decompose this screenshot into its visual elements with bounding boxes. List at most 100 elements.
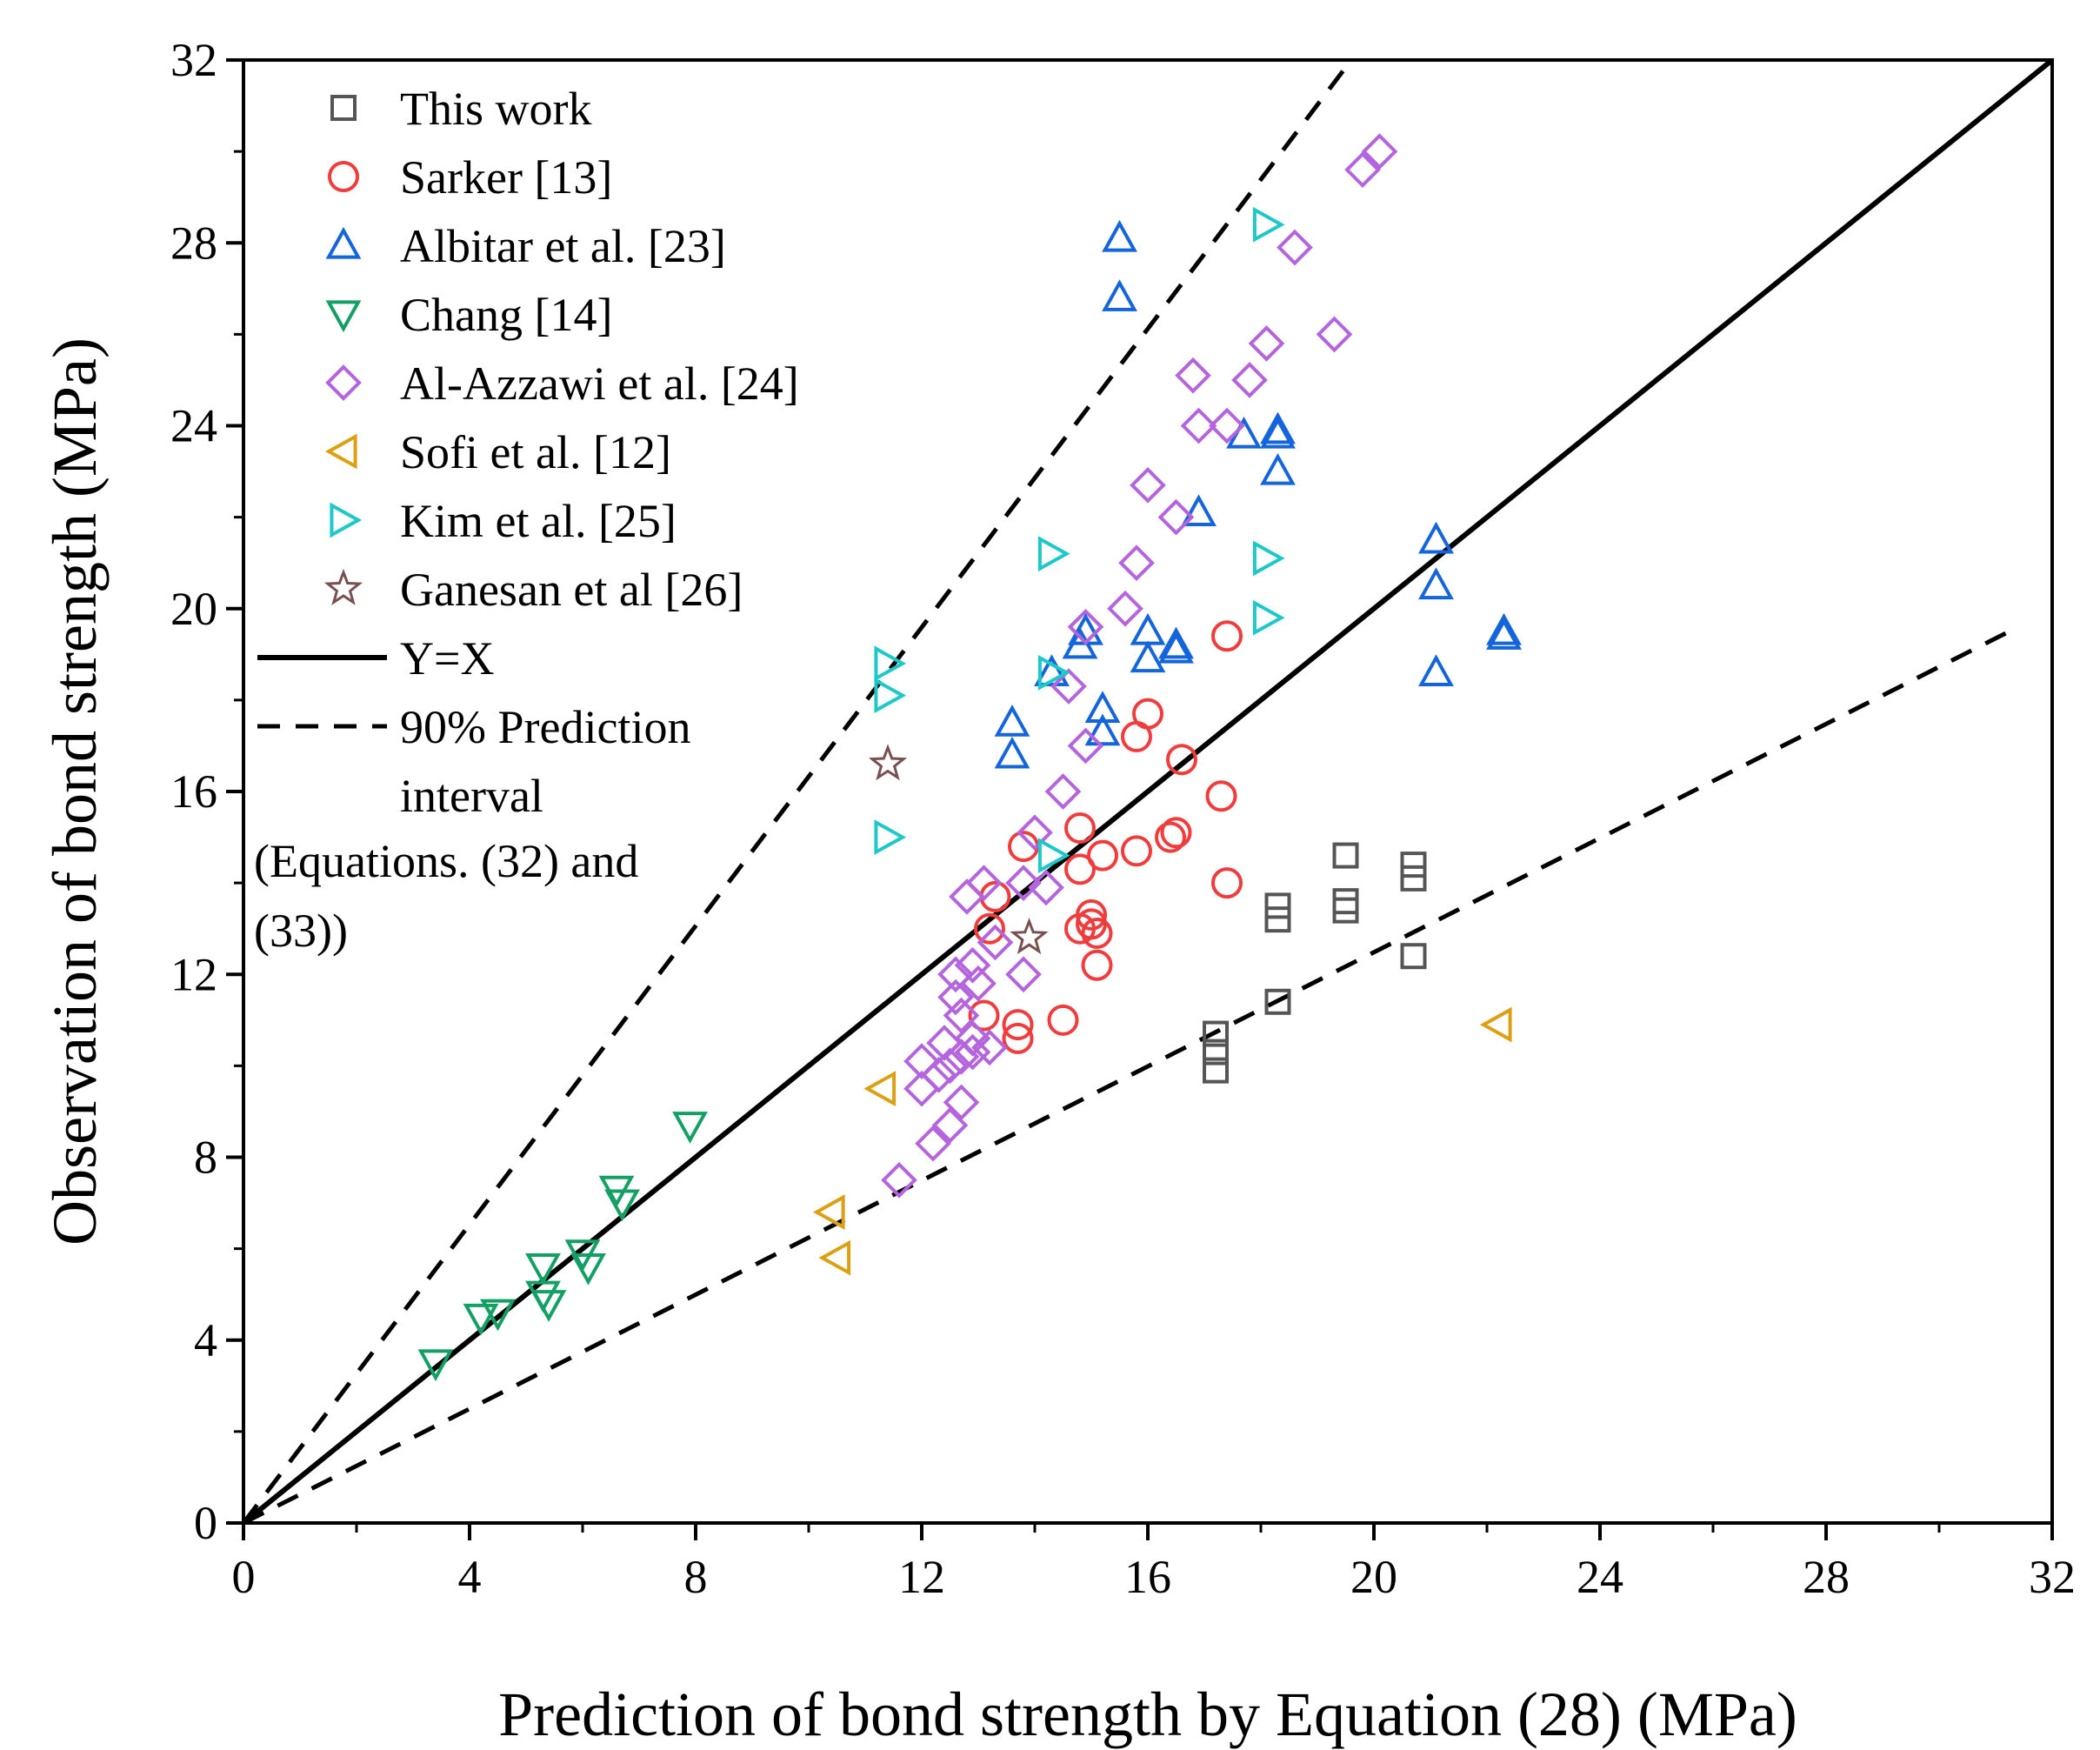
data-point xyxy=(1155,821,1186,853)
data-point xyxy=(1203,1020,1229,1047)
data-point xyxy=(1260,416,1296,449)
data-point xyxy=(1130,612,1166,645)
x-tick-label: 0 xyxy=(232,1551,256,1603)
data-point xyxy=(1264,988,1291,1015)
data-point xyxy=(968,999,1000,1032)
data-point xyxy=(1081,917,1113,949)
data-point xyxy=(1028,869,1064,906)
data-point xyxy=(1400,865,1427,892)
data-point xyxy=(1211,620,1243,652)
legend-label: This work xyxy=(400,83,591,135)
data-point xyxy=(1203,1039,1229,1065)
prediction-interval-line xyxy=(243,625,2020,1523)
data-point xyxy=(1344,151,1381,188)
x-tick-label: 24 xyxy=(1577,1551,1623,1603)
data-point xyxy=(903,1043,940,1079)
data-point xyxy=(954,1033,991,1071)
data-point xyxy=(863,1071,897,1107)
data-point xyxy=(672,1112,708,1144)
data-point xyxy=(926,1025,963,1061)
data-point xyxy=(1064,812,1096,845)
data-point xyxy=(525,1253,561,1286)
data-point xyxy=(1332,888,1359,915)
y-tick-label: 0 xyxy=(194,1497,217,1549)
data-point xyxy=(1067,608,1104,645)
data-point xyxy=(1084,713,1121,746)
legend-label: Albitar et al. [23] xyxy=(400,220,726,272)
data-point xyxy=(480,1299,516,1332)
data-point xyxy=(1081,949,1113,981)
series-al-azzawi-et-al-24 xyxy=(881,133,1398,1199)
x-tick-label: 16 xyxy=(1124,1551,1171,1603)
data-point xyxy=(1252,599,1285,636)
data-point xyxy=(1010,917,1049,955)
data-point xyxy=(1252,206,1285,243)
series-chang-14 xyxy=(417,1112,708,1382)
data-point xyxy=(1158,626,1194,659)
data-point xyxy=(1316,316,1353,353)
data-point xyxy=(1034,654,1070,686)
data-point xyxy=(1205,780,1237,812)
y-tick-label: 8 xyxy=(194,1132,217,1184)
data-point xyxy=(1180,407,1217,444)
data-point xyxy=(1418,521,1454,554)
data-point xyxy=(1044,773,1082,810)
data-point xyxy=(1037,536,1070,572)
data-point xyxy=(1252,540,1285,577)
data-point xyxy=(417,1349,454,1382)
data-point xyxy=(1064,853,1096,885)
data-point xyxy=(1400,852,1427,878)
data-point xyxy=(570,1253,606,1286)
data-point xyxy=(1158,631,1194,664)
y-tick-label: 12 xyxy=(170,948,217,1000)
axis-ticks: 0 4 8 12 16 20 24 28 32 0 4 8 12 16 20 24 28 32 xyxy=(170,34,2076,1603)
legend-label: Kim et al. [25] xyxy=(400,495,677,547)
data-point xyxy=(604,1189,640,1222)
legend-label: 90% Prediction xyxy=(400,701,690,753)
legend-item: Albitar et al. [23] xyxy=(325,220,726,272)
legend-marker xyxy=(325,300,362,333)
legend-marker xyxy=(325,364,362,401)
series-sofi-et-al-12 xyxy=(812,1006,1512,1276)
y-tick-label: 20 xyxy=(170,583,217,635)
data-point xyxy=(994,705,1030,737)
data-point xyxy=(954,1020,991,1057)
data-point xyxy=(1277,229,1313,266)
series-sarker-13 xyxy=(968,620,1243,1054)
data-point xyxy=(949,878,985,915)
legend-item: This work xyxy=(330,83,591,135)
data-point xyxy=(874,678,907,714)
data-point xyxy=(1332,842,1359,869)
data-point xyxy=(1264,892,1291,919)
data-point xyxy=(1130,467,1166,504)
data-point xyxy=(1107,590,1143,627)
x-axis-title: Prediction of bond strength by Equation … xyxy=(498,1680,1797,1749)
data-point xyxy=(1211,867,1243,899)
series-ganesan-et-al-26 xyxy=(868,744,1049,955)
data-points xyxy=(417,133,1522,1382)
legend-marker xyxy=(330,502,363,538)
series-this-work xyxy=(1203,842,1427,1084)
data-point xyxy=(1005,956,1042,993)
data-point xyxy=(977,924,1014,961)
data-point xyxy=(1260,411,1296,444)
data-point xyxy=(1231,362,1268,398)
legend-label: Sofi et al. [12] xyxy=(400,426,671,478)
x-tick-label: 28 xyxy=(1803,1551,1850,1603)
data-point xyxy=(965,865,1003,901)
data-point xyxy=(812,1194,845,1230)
data-point xyxy=(1132,698,1163,730)
legend-label-continued: interval xyxy=(400,770,543,822)
data-point xyxy=(1047,1004,1079,1036)
legend-label: Sarker [13] xyxy=(400,151,612,204)
data-point xyxy=(974,912,1005,945)
data-point xyxy=(1037,654,1070,691)
data-point xyxy=(1264,906,1291,933)
data-point xyxy=(868,744,908,781)
data-point xyxy=(1087,839,1118,872)
data-point xyxy=(1002,1022,1034,1054)
data-point xyxy=(1361,133,1398,170)
data-point xyxy=(1102,219,1137,252)
legend-label: Al-Azzawi et al. [24] xyxy=(400,357,799,410)
x-tick-label: 20 xyxy=(1350,1551,1397,1603)
